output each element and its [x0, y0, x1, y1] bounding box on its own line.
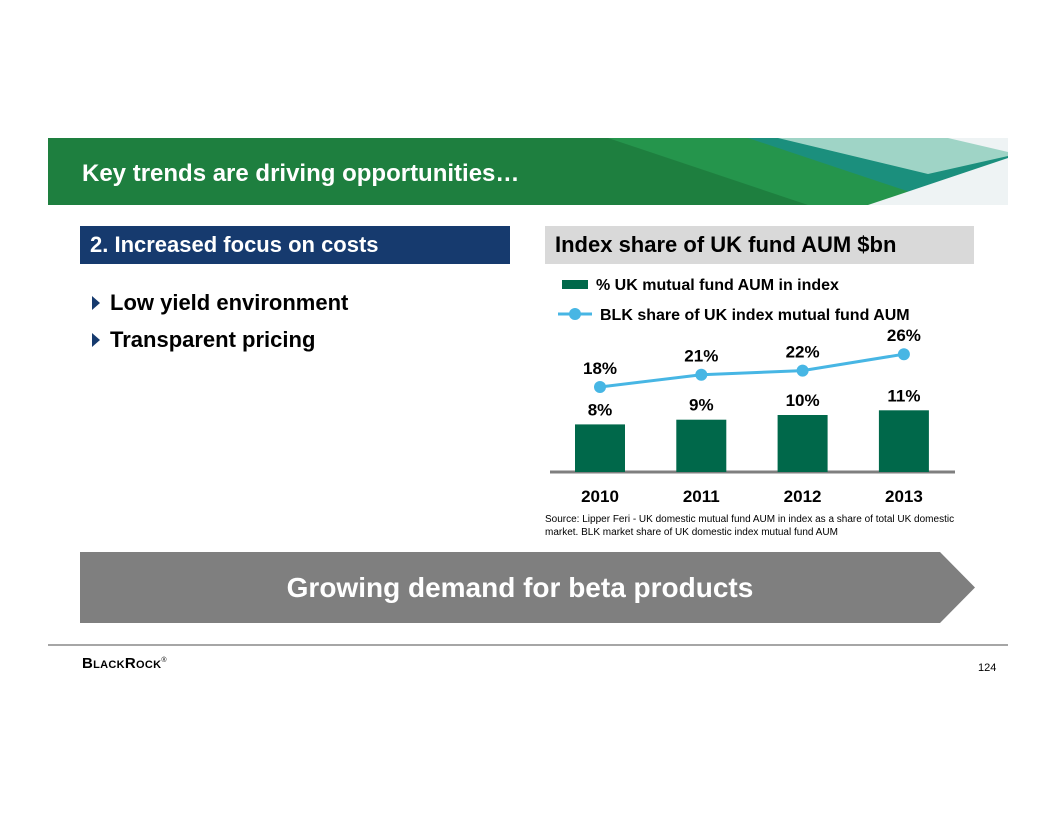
page-number: 124 — [978, 662, 997, 674]
legend-bar-label: % UK mutual fund AUM in index — [596, 277, 839, 294]
bullet-text: Low yield environment — [110, 289, 349, 315]
bullet-text: Transparent pricing — [110, 326, 316, 352]
arrow-shape — [80, 552, 975, 623]
bar-label-2011: 9% — [689, 396, 714, 415]
costs-section-header: 2. Increased focus on costs — [80, 226, 510, 264]
x-tick-2010: 2010 — [581, 487, 619, 506]
blk-share-line — [599, 352, 905, 389]
title-banner: Key trends are driving opportunities… — [48, 138, 1008, 205]
line-label-2011: 21% — [684, 347, 718, 366]
callout-text: Growing demand for beta products — [286, 572, 754, 603]
bar-label-2012: 10% — [786, 391, 820, 410]
banner-decoration — [608, 138, 1008, 205]
callout-arrow: Growing demand for beta products — [80, 552, 975, 628]
line-point-2011 — [695, 368, 708, 381]
footer-divider — [48, 644, 1008, 646]
line-label-2012: 22% — [786, 343, 820, 362]
bar-label-2010: 8% — [588, 400, 613, 419]
triangle-bullet-icon — [92, 295, 100, 310]
x-tick-2013: 2013 — [885, 487, 923, 506]
page-title: Key trends are driving opportunities… — [82, 160, 520, 187]
bar-2012 — [777, 415, 828, 472]
line-label-2010: 18% — [583, 359, 617, 378]
legend-bar-swatch — [562, 280, 588, 289]
legend-line-marker — [569, 308, 581, 320]
index-share-chart: % UK mutual fund AUM in index BLK share o… — [550, 277, 955, 506]
line-point-2012 — [796, 364, 809, 377]
bullet-list: Low yield environment Transparent pricin… — [92, 284, 348, 358]
line-point-2010 — [594, 381, 606, 393]
triangle-bullet-icon — [92, 332, 100, 347]
chart-header: Index share of UK fund AUM $bn — [545, 226, 974, 264]
logo-text: BlackRock — [82, 655, 162, 672]
x-tick-2011: 2011 — [683, 487, 720, 506]
bar-label-2013: 11% — [887, 386, 920, 405]
line-label-2013: 26% — [887, 326, 921, 345]
bullet-item: Low yield environment — [92, 284, 348, 321]
bar-2010 — [575, 424, 625, 472]
bullet-item: Transparent pricing — [92, 321, 348, 358]
blackrock-logo: BlackRock® — [82, 655, 167, 672]
line-point-2013 — [897, 348, 910, 361]
source-note: Source: Lipper Feri - UK domestic mutual… — [545, 514, 955, 538]
bar-2013 — [878, 410, 929, 472]
x-tick-2012: 2012 — [784, 487, 822, 506]
legend-line-label: BLK share of UK index mutual fund AUM — [600, 307, 910, 324]
logo-trademark: ® — [161, 657, 167, 664]
bar-2011 — [676, 419, 727, 472]
